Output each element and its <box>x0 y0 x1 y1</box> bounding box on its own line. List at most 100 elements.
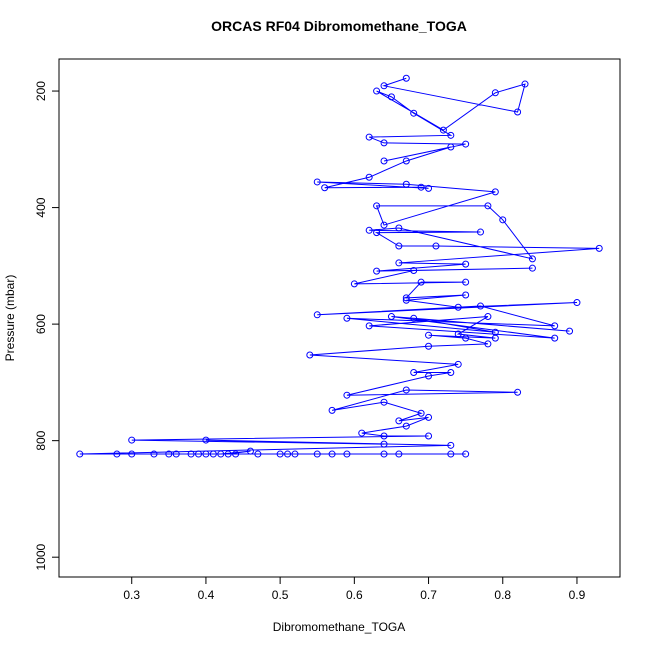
data-point <box>395 259 403 267</box>
data-point <box>387 93 395 101</box>
data-point <box>514 108 522 116</box>
data-point <box>402 296 410 304</box>
data-point <box>402 157 410 165</box>
data-point <box>410 314 418 322</box>
x-tick-label: 0.8 <box>494 588 511 602</box>
data-point <box>321 184 329 192</box>
data-point <box>284 450 292 458</box>
data-point <box>410 109 418 117</box>
data-point <box>447 131 455 139</box>
data-point <box>365 173 373 181</box>
data-point <box>462 278 470 286</box>
data-point <box>447 368 455 376</box>
data-point <box>380 139 388 147</box>
data-point <box>484 340 492 348</box>
data-point <box>402 422 410 430</box>
data-point <box>113 450 121 458</box>
data-point <box>365 226 373 234</box>
data-point <box>476 228 484 236</box>
data-line <box>79 77 600 455</box>
data-point <box>350 280 358 288</box>
x-tick-label: 0.6 <box>346 588 363 602</box>
data-point <box>224 450 232 458</box>
chart-title: ORCAS RF04 Dibromomethane_TOGA <box>211 18 467 34</box>
data-point <box>380 157 388 165</box>
data-point <box>514 388 522 396</box>
data-point <box>447 143 455 151</box>
data-point <box>358 429 366 437</box>
data-point <box>454 330 462 338</box>
data-point <box>380 82 388 90</box>
data-point <box>343 314 351 322</box>
data-point <box>417 278 425 286</box>
data-point <box>380 440 388 448</box>
data-point <box>425 413 433 421</box>
x-tick-label: 0.5 <box>272 588 289 602</box>
data-point <box>187 450 195 458</box>
data-point <box>417 183 425 191</box>
data-point <box>454 303 462 311</box>
plot-area <box>76 74 603 458</box>
data-point <box>462 140 470 148</box>
data-point <box>402 386 410 394</box>
data-point <box>462 260 470 268</box>
data-point <box>246 447 254 455</box>
data-point <box>476 302 484 310</box>
data-point <box>447 441 455 449</box>
data-point <box>447 450 455 458</box>
y-tick-label: 1000 <box>34 544 48 571</box>
data-point <box>402 294 410 302</box>
data-point <box>595 244 603 252</box>
data-point <box>313 311 321 319</box>
data-point <box>402 180 410 188</box>
data-point <box>306 351 314 359</box>
data-point <box>521 80 529 88</box>
data-point <box>551 334 559 342</box>
data-point <box>551 322 559 330</box>
data-point <box>425 372 433 380</box>
data-point <box>373 202 381 210</box>
data-point <box>425 342 433 350</box>
data-point <box>484 313 492 321</box>
data-point <box>128 436 136 444</box>
data-point <box>462 450 470 458</box>
data-point <box>425 331 433 339</box>
data-point <box>425 184 433 192</box>
data-point <box>573 299 581 307</box>
data-point <box>254 450 262 458</box>
data-point <box>313 450 321 458</box>
data-point <box>387 313 395 321</box>
x-tick-label: 0.7 <box>420 588 437 602</box>
data-point <box>417 409 425 417</box>
data-point <box>76 450 84 458</box>
data-point <box>232 450 240 458</box>
data-point <box>462 291 470 299</box>
data-point <box>380 398 388 406</box>
data-point <box>380 432 388 440</box>
data-point <box>566 327 574 335</box>
data-point <box>343 391 351 399</box>
y-axis-label: Pressure (mbar) <box>3 275 17 362</box>
data-point <box>343 450 351 458</box>
data-point <box>365 322 373 330</box>
data-point <box>165 450 173 458</box>
data-point <box>410 368 418 376</box>
x-axis-label: Dibromomethane_TOGA <box>273 620 406 634</box>
data-point <box>484 202 492 210</box>
data-point <box>195 450 203 458</box>
data-point <box>454 360 462 368</box>
data-point <box>439 126 447 134</box>
data-point <box>291 450 299 458</box>
data-point <box>373 267 381 275</box>
data-point <box>373 229 381 237</box>
data-point <box>425 432 433 440</box>
data-point <box>491 188 499 196</box>
data-point <box>313 178 321 186</box>
data-point <box>209 450 217 458</box>
data-point <box>395 417 403 425</box>
data-point <box>276 450 284 458</box>
data-point <box>202 436 210 444</box>
data-point <box>402 74 410 82</box>
data-point <box>528 264 536 272</box>
